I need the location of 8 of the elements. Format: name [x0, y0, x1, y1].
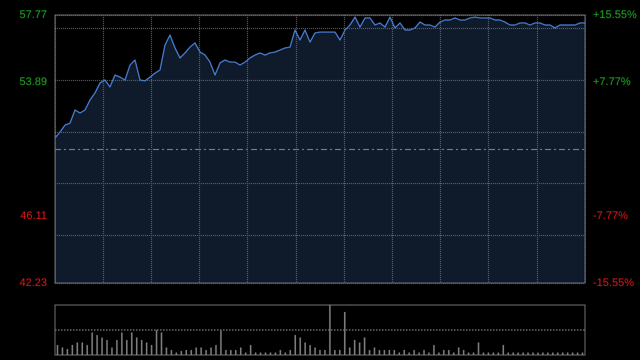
y2-tick-label: +15.55%: [593, 9, 637, 21]
y2-tick-label: -15.55%: [593, 277, 634, 289]
y-tick-label: 57.77: [19, 9, 47, 21]
y-tick-label: 42.23: [19, 277, 47, 289]
y-tick-label: 53.89: [19, 76, 47, 88]
y2-tick-label: -7.77%: [593, 210, 628, 222]
y2-tick-label: +7.77%: [593, 76, 631, 88]
y-tick-label: 46.11: [20, 210, 47, 222]
